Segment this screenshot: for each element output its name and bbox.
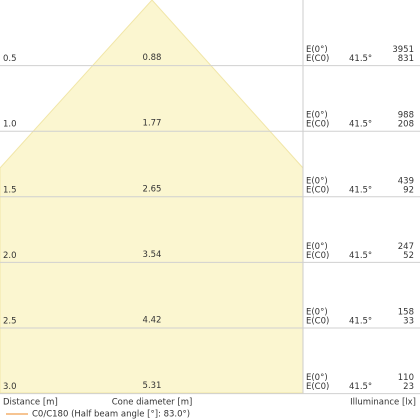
e0-label: E(0°) xyxy=(306,242,328,252)
ec0-label: E(C0) xyxy=(306,317,329,327)
diameter: 4.42 xyxy=(143,316,162,326)
ec0-value: 52 xyxy=(403,251,414,261)
e0-value: 988 xyxy=(398,111,414,121)
ec0-value: 831 xyxy=(398,54,414,64)
footer-distance: Distance [m] xyxy=(3,398,58,408)
e0-value: 3951 xyxy=(392,45,414,55)
e0-label: E(0°) xyxy=(306,373,328,383)
distance: 0.5 xyxy=(3,54,17,64)
legend-text: C0/C180 (Half beam angle [°]: 83.0°) xyxy=(32,410,190,420)
distance: 3.0 xyxy=(3,382,17,392)
footer-illuminance: Illuminance [lx] xyxy=(350,398,416,408)
ec0-value: 33 xyxy=(403,317,414,327)
angle: 41.5° xyxy=(349,382,372,392)
angle: 41.5° xyxy=(349,54,372,64)
diameter: 0.88 xyxy=(143,53,162,63)
ec0-value: 92 xyxy=(403,185,414,195)
ec0-label: E(C0) xyxy=(306,251,329,261)
e0-value: 110 xyxy=(398,373,414,383)
e0-label: E(0°) xyxy=(306,308,328,318)
diameter: 3.54 xyxy=(143,250,162,260)
ec0-label: E(C0) xyxy=(306,185,329,195)
angle: 41.5° xyxy=(349,120,372,130)
distance: 2.0 xyxy=(3,251,17,261)
ec0-value: 23 xyxy=(403,382,414,392)
diameter: 5.31 xyxy=(143,381,162,391)
e0-value: 158 xyxy=(398,308,414,318)
angle: 41.5° xyxy=(349,185,372,195)
distance: 1.0 xyxy=(3,120,17,130)
e0-label: E(0°) xyxy=(306,111,328,121)
ec0-label: E(C0) xyxy=(306,120,329,130)
angle: 41.5° xyxy=(349,317,372,327)
e0-label: E(0°) xyxy=(306,176,328,186)
angle: 41.5° xyxy=(349,251,372,261)
ec0-label: E(C0) xyxy=(306,382,329,392)
ec0-value: 208 xyxy=(398,120,414,130)
distance: 1.5 xyxy=(3,185,17,195)
e0-value: 439 xyxy=(398,176,414,186)
e0-value: 247 xyxy=(398,242,414,252)
diameter: 2.65 xyxy=(143,184,162,194)
distance: 2.5 xyxy=(3,317,17,327)
ec0-label: E(C0) xyxy=(306,54,329,64)
diameter: 1.77 xyxy=(143,119,162,129)
e0-label: E(0°) xyxy=(306,45,328,55)
footer-diameter: Cone diameter [m] xyxy=(112,398,193,408)
